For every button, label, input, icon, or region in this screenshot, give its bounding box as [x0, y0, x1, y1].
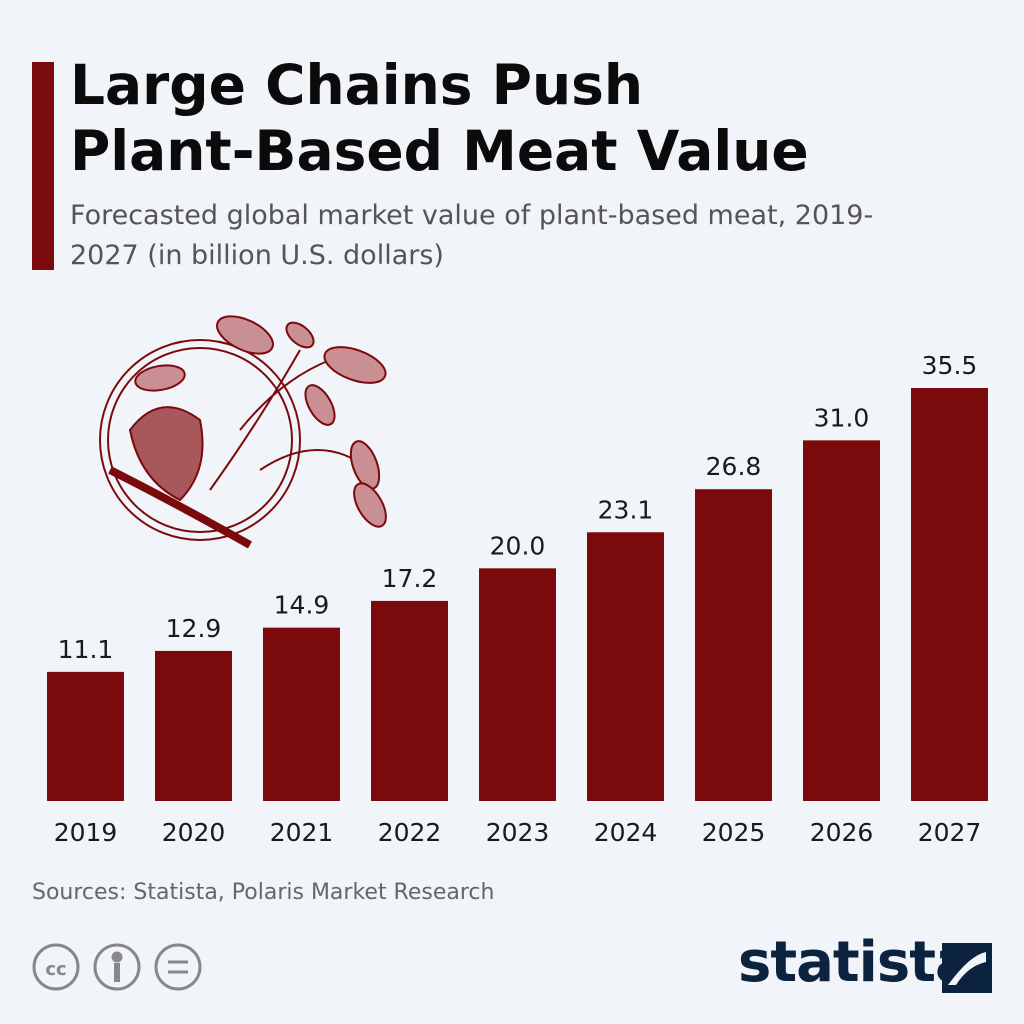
source: Sources: Statista, Polaris Market Resear… [32, 880, 495, 905]
x-tick-label: 2022 [378, 818, 442, 847]
value-label: 12.9 [166, 614, 222, 643]
value-label: 26.8 [706, 452, 762, 481]
x-tick-label: 2021 [270, 818, 334, 847]
x-tick-label: 2027 [918, 818, 982, 847]
x-tick-label: 2023 [486, 818, 550, 847]
bar [155, 650, 232, 801]
x-tick-label: 2026 [810, 818, 874, 847]
license-icons: cc [32, 943, 202, 991]
value-label: 11.1 [58, 635, 114, 664]
value-label: 14.9 [274, 591, 330, 620]
logo-mark [942, 943, 992, 993]
bar [371, 600, 448, 801]
chart-subtitle: Forecasted global market value of plant-… [70, 200, 874, 271]
value-label: 31.0 [814, 403, 870, 432]
value-label: 20.0 [490, 531, 546, 560]
value-label: 35.5 [922, 351, 978, 380]
accent-bar [32, 62, 54, 270]
x-tick-label: 2024 [594, 818, 658, 847]
chart-title: Large Chains Push Plant-Based Meat Value [70, 53, 809, 183]
x-tick-label: 2020 [162, 818, 226, 847]
x-tick-label: 2019 [54, 818, 118, 847]
bar [263, 627, 340, 801]
plant-illustration [99, 315, 387, 549]
bar [911, 388, 988, 801]
value-label: 23.1 [598, 495, 654, 524]
bar [47, 671, 124, 801]
bar [695, 489, 772, 801]
x-tick-label: 2025 [702, 818, 766, 847]
value-label: 17.2 [382, 564, 438, 593]
bar [479, 568, 556, 801]
svg-text:cc: cc [45, 959, 66, 980]
bar [803, 440, 880, 801]
logo: statista [738, 930, 973, 995]
bar [587, 532, 664, 801]
